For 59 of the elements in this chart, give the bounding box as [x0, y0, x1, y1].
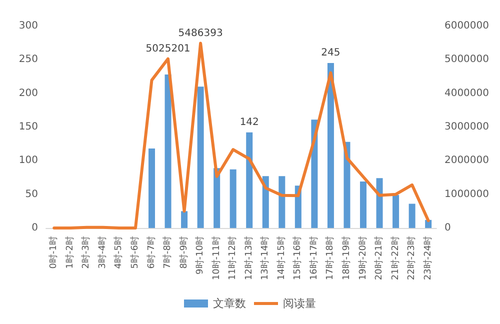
y2-tick-label: 6000000 — [444, 20, 490, 32]
data-label: 5025201 — [146, 43, 190, 54]
x-tick-label: 6时-7时 — [146, 236, 157, 269]
legend-label: 文章数 — [213, 297, 246, 310]
x-tick-label: 1时-2时 — [64, 236, 76, 269]
x-tick-label: 22时-23时 — [406, 236, 418, 280]
y-tick-label: 100 — [18, 155, 38, 166]
x-tick-label: 21时-22时 — [390, 236, 401, 280]
bar — [392, 195, 400, 228]
bar — [327, 63, 334, 228]
y-tick-label: 300 — [18, 20, 38, 32]
line-series — [52, 42, 430, 230]
y-tick-label: 150 — [18, 122, 38, 132]
x-tick-label: 15时-16时 — [292, 236, 304, 280]
y-tick-label: 200 — [18, 88, 38, 99]
y-tick-label: 50 — [25, 188, 38, 200]
x-tick-label: 2时-3时 — [80, 236, 92, 269]
data-label: 142 — [240, 116, 259, 128]
y2-tick-label: 5000000 — [444, 54, 490, 66]
x-tick-label: 9时-10时 — [194, 236, 206, 274]
x-tick-label: 13时-14时 — [260, 236, 271, 280]
bar — [181, 211, 188, 228]
x-tick-label: 5时-6时 — [129, 236, 140, 269]
data-label: 245 — [321, 48, 340, 59]
x-tick-label: 11时-12时 — [227, 236, 238, 280]
y2-tick-label: 3000000 — [444, 122, 490, 132]
x-tick-label: 23时-24时 — [422, 236, 434, 280]
bar — [408, 204, 416, 228]
bar — [230, 169, 236, 228]
x-tick-label: 20时-21时 — [374, 236, 385, 280]
x-tick-label: 10时-11时 — [210, 236, 222, 280]
bar — [197, 86, 204, 228]
bar — [214, 168, 220, 228]
bar — [278, 176, 286, 228]
bar — [164, 74, 172, 228]
x-tick-label: 7时-8时 — [162, 236, 174, 269]
x-tick-label: 0时-1时 — [48, 236, 60, 269]
bar — [360, 182, 367, 228]
x-tick-label: 19时-20时 — [357, 236, 368, 280]
x-tick-label: 17时-18时 — [324, 236, 336, 280]
y2-tick-label: 0 — [444, 222, 451, 234]
x-tick-label: 12时-13时 — [243, 236, 254, 280]
y2-tick-label: 4000000 — [444, 88, 490, 99]
bar — [262, 176, 269, 228]
data-label: 5486393 — [178, 28, 223, 39]
legend-label: 阅读量 — [283, 297, 316, 310]
y2-tick-label: 1000000 — [444, 188, 490, 200]
x-tick-label: 18时-19时 — [340, 236, 352, 280]
y2-tick-label: 2000000 — [444, 155, 490, 166]
x-tick-label: 4时-5时 — [113, 236, 124, 269]
x-tick-label: 8时-9时 — [178, 236, 190, 269]
x-tick-label: 14时-15时 — [276, 236, 287, 280]
x-tick-label: 16时-17时 — [308, 236, 320, 280]
bar — [246, 132, 253, 228]
bar — [148, 148, 156, 228]
y-tick-label: 250 — [18, 54, 38, 66]
x-tick-label: 3时-4时 — [96, 236, 108, 269]
y-tick-label: 0 — [32, 222, 38, 234]
bar — [376, 178, 383, 228]
